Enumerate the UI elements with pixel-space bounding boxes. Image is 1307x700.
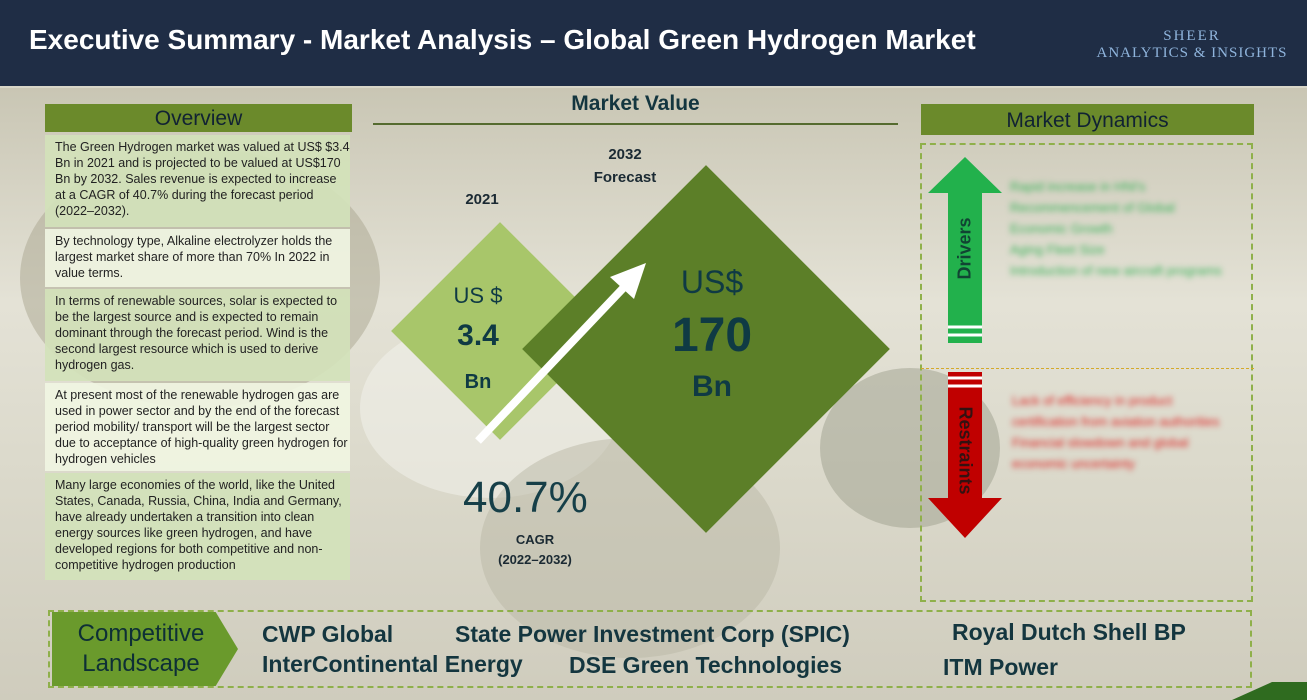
driver-item: Aging Fleet Size — [1010, 242, 1105, 257]
overview-paragraph: The Green Hydrogen market was valued at … — [45, 135, 350, 227]
overview-heading: Overview — [45, 104, 352, 132]
header-bar: Executive Summary - Market Analysis – Gl… — [0, 0, 1307, 86]
cagr-period: (2022–2032) — [498, 552, 572, 567]
company-name: State Power Investment Corp (SPIC) — [455, 621, 850, 647]
growth-arrow-icon — [475, 263, 646, 444]
company-name: Royal Dutch Shell BP — [952, 619, 1186, 645]
company-name: DSE Green Technologies — [569, 652, 843, 678]
overview-paragraph: In terms of renewable sources, solar is … — [45, 289, 350, 381]
restraint-item: Lack of efficiency in product certificat… — [1012, 393, 1220, 429]
value-2021-unit: Bn — [464, 371, 492, 393]
company-name: InterContinental Energy — [262, 651, 523, 677]
competitive-landscape-label: Competitive Landscape — [52, 619, 230, 679]
value-2032-currency: US$ — [680, 264, 744, 300]
cagr-value: 40.7% — [463, 473, 588, 522]
restraints-list: Lack of efficiency in product certificat… — [1012, 390, 1232, 474]
restraints-label: Restraints — [955, 406, 976, 495]
value-2021-currency: US $ — [453, 283, 503, 308]
company-logo: SHEER ANALYTICS & INSIGHTS — [1087, 28, 1297, 62]
cl-label-line-1: Competitive — [77, 620, 205, 647]
value-2032-amount: 170 — [671, 309, 753, 362]
company-name: CWP Global — [262, 621, 394, 647]
corner-decoration-icon — [1232, 682, 1307, 700]
overview-paragraph: At present most of the renewable hydroge… — [45, 383, 350, 471]
year-2021-label: 2021 — [465, 191, 499, 208]
company-name: ITM Power — [943, 654, 1059, 680]
value-2021-amount: 3.4 — [457, 319, 499, 352]
market-value-divider — [373, 123, 898, 125]
market-dynamics-heading: Market Dynamics — [921, 104, 1254, 135]
competitive-landscape-panel — [48, 610, 1252, 688]
value-2032-unit: Bn — [692, 370, 732, 403]
drivers-label: Drivers — [954, 217, 975, 280]
page-title: Executive Summary - Market Analysis – Gl… — [29, 24, 976, 55]
competitive-landscape-tag — [52, 612, 238, 686]
dynamics-divider — [921, 368, 1254, 369]
cl-label-line-2: Landscape — [82, 650, 200, 677]
market-dynamics-panel — [920, 143, 1253, 602]
overview-paragraph: Many large economies of the world, like … — [45, 473, 350, 580]
logo-line-2: ANALYTICS & INSIGHTS — [1096, 45, 1288, 61]
driver-item: Introduction of new aircraft programs — [1010, 263, 1222, 278]
drivers-list: Rapid increase in HNI's Recommencement o… — [1010, 176, 1230, 281]
driver-item: Rapid increase in HNI's — [1010, 179, 1146, 194]
market-value-title: Market Value — [571, 92, 700, 115]
logo-line-1: SHEER — [1163, 28, 1221, 44]
forecast-label: Forecast — [593, 169, 657, 186]
overview-paragraph: By technology type, Alkaline electrolyze… — [45, 229, 350, 287]
year-2032-label: 2032 — [608, 146, 642, 163]
restraint-item: Financial slowdown and global economic u… — [1012, 435, 1189, 471]
restraints-arrow-down-icon — [928, 372, 1002, 538]
cagr-label: CAGR — [515, 532, 555, 547]
driver-item: Recommencement of Global Economic Growth — [1010, 200, 1175, 236]
drivers-arrow-up-icon — [928, 157, 1002, 343]
cagr-label-block: CAGR (2022–2032) — [470, 530, 600, 570]
